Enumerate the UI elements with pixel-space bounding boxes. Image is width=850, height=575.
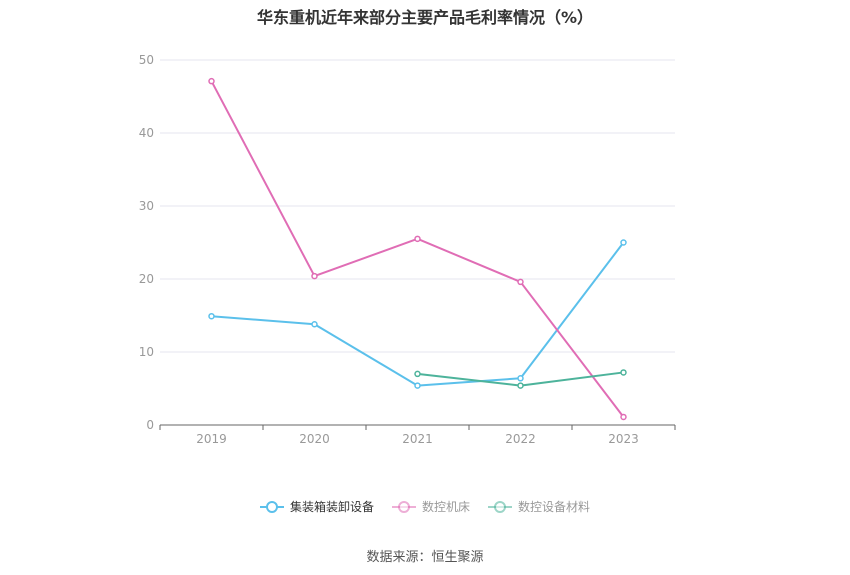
legend-swatch — [391, 500, 416, 514]
data-point — [517, 382, 524, 389]
y-tick-label: 10 — [139, 345, 154, 359]
y-tick-label: 20 — [139, 272, 154, 286]
series-line-1 — [211, 241, 625, 387]
data-point — [311, 272, 318, 280]
data-point — [620, 413, 627, 421]
legend-swatch — [488, 500, 512, 514]
y-tick-label: 0 — [146, 418, 154, 432]
data-point — [517, 278, 524, 286]
x-tick-label: 2022 — [505, 432, 536, 446]
y-tick-label: 50 — [139, 53, 154, 67]
data-point — [620, 369, 627, 376]
legend-swatch — [259, 500, 284, 514]
legend-item-3[interactable]: 数控设备材料 — [488, 498, 590, 515]
series-line-2 — [210, 80, 625, 418]
data-point — [414, 235, 421, 243]
data-point — [208, 77, 215, 85]
legend-item-1[interactable]: 集装箱装卸设备 — [259, 498, 374, 515]
x-tick-label: 2021 — [402, 432, 433, 446]
data-point — [208, 312, 215, 320]
legend-label: 集装箱装卸设备 — [289, 500, 374, 514]
legend-item-2[interactable]: 数控机床 — [391, 498, 470, 515]
legend-label: 数控机床 — [421, 500, 470, 514]
data-point — [517, 375, 524, 382]
data-source: 数据来源：恒生聚源 — [366, 550, 484, 565]
y-tick-label: 40 — [139, 126, 154, 140]
x-tick-label: 2023 — [608, 432, 639, 446]
legend-label: 数控设备材料 — [518, 500, 591, 514]
chart-title: 华东重机近年来部分主要产品毛利率情况（%） — [256, 8, 594, 27]
data-point — [620, 239, 627, 246]
data-point — [414, 382, 421, 389]
y-tick-label: 30 — [139, 199, 154, 213]
data-point — [311, 321, 318, 328]
data-point — [414, 370, 421, 378]
chart-legend: 集装箱装卸设备 数控机床 数控设备材料 — [0, 498, 850, 515]
x-tick-label: 2019 — [196, 432, 227, 446]
x-tick-label: 2020 — [299, 432, 330, 446]
